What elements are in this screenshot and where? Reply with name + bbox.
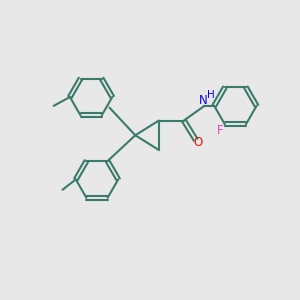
Text: O: O — [194, 136, 202, 148]
Text: H: H — [207, 90, 215, 100]
Text: F: F — [217, 124, 224, 136]
Text: N: N — [199, 94, 207, 107]
